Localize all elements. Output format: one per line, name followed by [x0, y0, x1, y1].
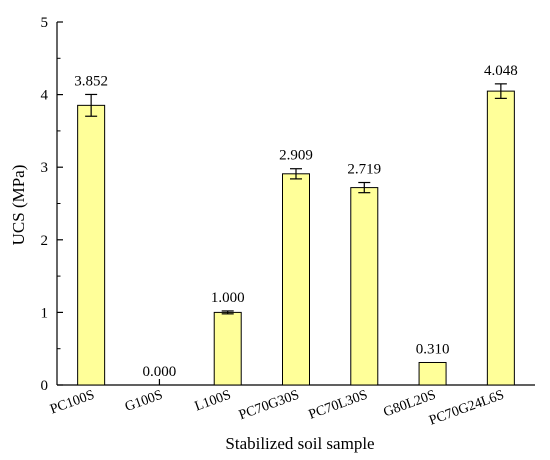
chart-y-tick-labels: 0 1 2 3 4 5: [41, 15, 49, 394]
bar: [486, 90, 515, 386]
data-label: 2.719: [347, 162, 381, 178]
x-tick-label: PC100S: [48, 388, 96, 418]
x-axis-title: Stabilized soil sample: [225, 434, 374, 453]
chart-error-bars: [85, 83, 507, 315]
data-label: 3.852: [74, 73, 108, 89]
data-label: 0.310: [416, 341, 450, 357]
y-tick-label: 4: [41, 88, 49, 104]
x-tick-label: G100S: [123, 388, 165, 415]
chart-value-labels: 3.852 0.000 1.000 2.909 2.719 0.310 4.048: [74, 63, 517, 380]
data-label: 1.000: [211, 290, 245, 306]
x-tick-label: L100S: [193, 388, 233, 415]
y-tick-label: 0: [41, 378, 49, 394]
chart-category-labels: PC100S G100S L100S PC70G30S PC70L30S G80L20SP…: [48, 388, 506, 429]
x-tick-label: PC70G24L6S: [427, 388, 506, 429]
bar: [350, 187, 379, 386]
y-tick-label: 2: [41, 233, 49, 249]
y-axis-title: UCS (MPa): [9, 165, 28, 246]
bar: [282, 173, 310, 386]
x-tick-label: PC70G30S: [237, 388, 301, 424]
data-label: 4.048: [484, 63, 518, 79]
data-label: 0.000: [143, 364, 177, 380]
bar: [77, 104, 106, 386]
chart-bars: [77, 90, 515, 386]
data-label: 2.909: [279, 148, 313, 164]
x-tick-label: PC70L30S: [307, 388, 370, 423]
bar: [418, 361, 447, 386]
y-tick-label: 1: [41, 305, 49, 321]
y-tick-label: 3: [41, 160, 49, 176]
y-tick-label: 5: [41, 15, 49, 31]
bar: [213, 311, 242, 386]
